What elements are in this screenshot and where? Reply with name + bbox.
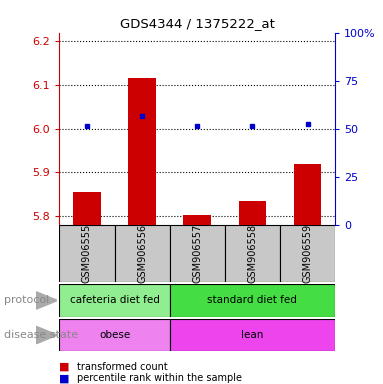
Bar xyxy=(183,215,211,225)
Bar xyxy=(73,192,101,225)
Text: obese: obese xyxy=(99,330,130,340)
Text: GSM906555: GSM906555 xyxy=(82,224,92,283)
Bar xyxy=(280,225,335,282)
Bar xyxy=(170,319,335,351)
Polygon shape xyxy=(36,326,57,344)
Text: GSM906559: GSM906559 xyxy=(303,224,313,283)
Bar xyxy=(170,284,335,317)
Bar xyxy=(115,225,170,282)
Text: ■: ■ xyxy=(59,373,70,383)
Bar xyxy=(170,225,225,282)
Polygon shape xyxy=(36,292,57,309)
Text: disease state: disease state xyxy=(4,330,78,340)
Bar xyxy=(59,319,170,351)
Text: transformed count: transformed count xyxy=(77,362,167,372)
Bar xyxy=(239,200,266,225)
Text: GSM906558: GSM906558 xyxy=(247,224,257,283)
Text: ■: ■ xyxy=(59,362,70,372)
Bar xyxy=(59,225,115,282)
Title: GDS4344 / 1375222_at: GDS4344 / 1375222_at xyxy=(120,17,275,30)
Bar xyxy=(225,225,280,282)
Text: protocol: protocol xyxy=(4,295,49,306)
Bar xyxy=(128,78,156,225)
Text: standard diet fed: standard diet fed xyxy=(208,295,297,306)
Bar xyxy=(59,284,170,317)
Text: GSM906556: GSM906556 xyxy=(137,224,147,283)
Text: GSM906557: GSM906557 xyxy=(192,224,202,283)
Bar xyxy=(294,164,321,225)
Text: cafeteria diet fed: cafeteria diet fed xyxy=(70,295,159,306)
Text: lean: lean xyxy=(241,330,264,340)
Text: percentile rank within the sample: percentile rank within the sample xyxy=(77,373,242,383)
